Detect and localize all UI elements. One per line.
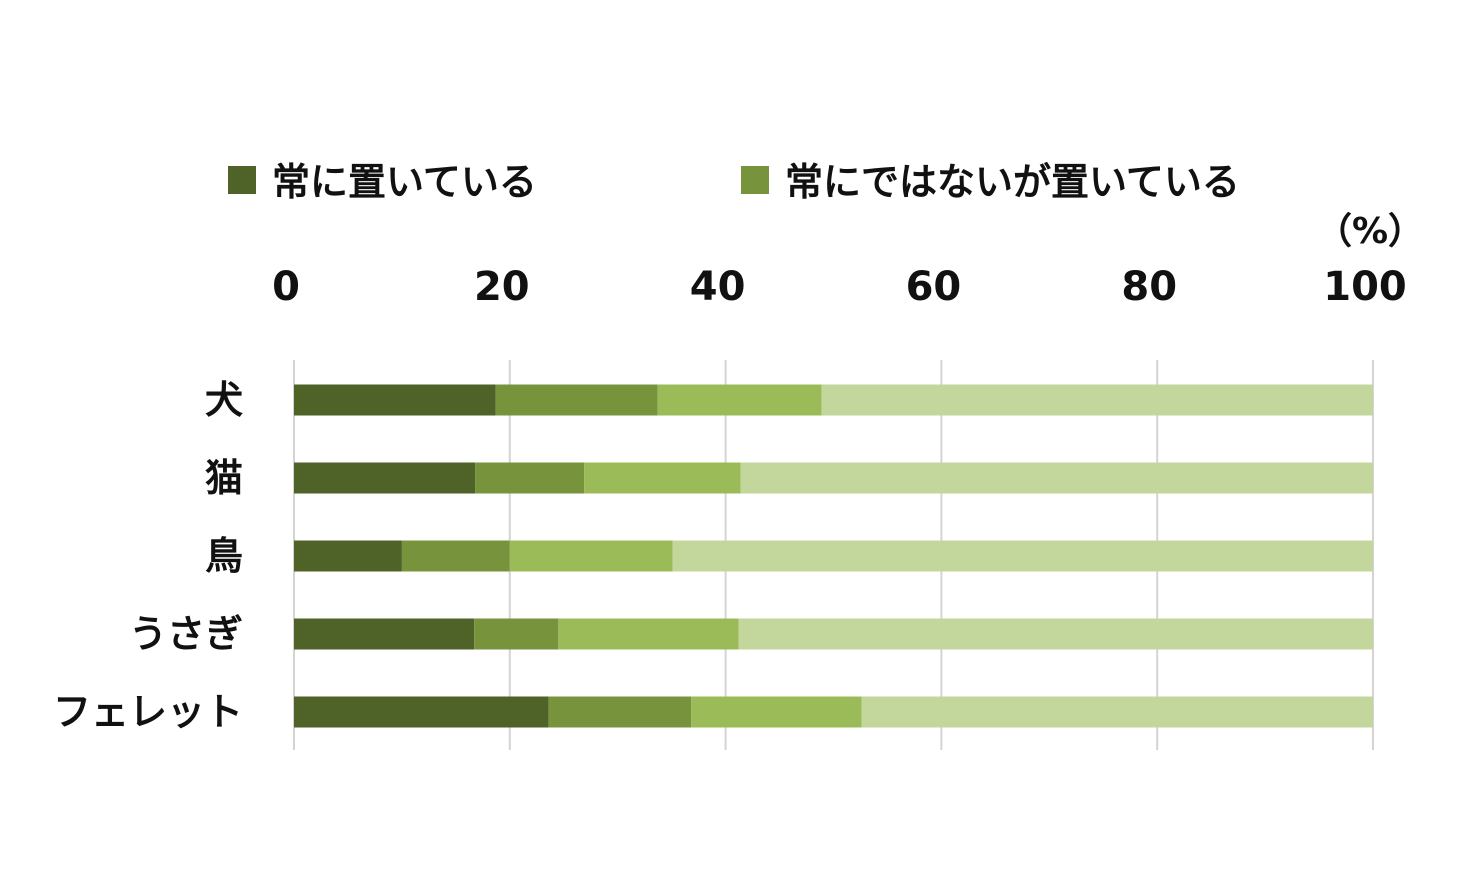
bar-segment-2-1 [495,384,658,416]
bar-segment-1-2 [294,462,476,494]
x-tick-label: 20 [474,264,530,310]
category-label: フェレット [53,690,243,734]
bar-segment-4-5 [861,696,1373,728]
x-tick-label: 40 [690,264,746,310]
x-tick-label: 0 [272,264,300,310]
legend-label-1: 常に置いている [272,160,537,204]
category-label: うさぎ [129,612,243,656]
legend-label-2: 常にではないが置いている [785,160,1240,204]
bar-segment-1-3 [294,540,402,572]
bar-segment-3-4 [558,618,739,650]
bar-segment-4-3 [672,540,1373,572]
bar-segment-1-5 [294,696,549,728]
legend: 常に置いている 常にではないが置いている [228,160,1240,204]
bar-segment-3-5 [691,696,862,728]
bar-segment-4-4 [738,618,1373,650]
bar-segment-2-3 [401,540,510,572]
x-tick-label: 60 [906,264,962,310]
legend-swatch-1 [228,166,256,194]
bar-segment-4-2 [740,462,1373,494]
legend-swatch-2 [741,166,769,194]
category-label: 犬 [205,378,243,422]
bar-segment-3-2 [584,462,741,494]
bar-segment-3-3 [509,540,673,572]
x-tick-label: 80 [1121,264,1177,310]
unit-label: （%） [1316,211,1424,252]
bars [294,384,1373,728]
bar-segment-2-5 [548,696,692,728]
bar-segment-1-1 [294,384,496,416]
bar-segment-2-2 [475,462,585,494]
bar-segment-1-4 [294,618,475,650]
bar-segment-4-1 [821,384,1373,416]
category-label: 鳥 [205,534,243,578]
bar-segment-3-1 [657,384,822,416]
bar-segment-2-4 [474,618,559,650]
x-tick-label: 100 [1323,264,1407,310]
category-label: 猫 [205,456,243,500]
x-axis-tick-labels: 0 20 40 60 80 100 [272,264,1407,310]
